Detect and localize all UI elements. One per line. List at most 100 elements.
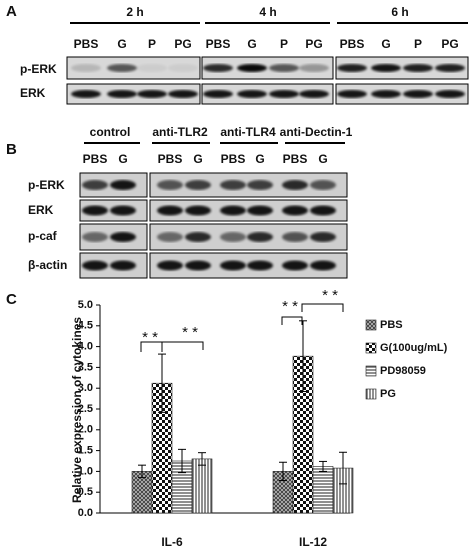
lane-label: G <box>318 152 327 166</box>
band <box>203 90 233 98</box>
band <box>137 64 167 72</box>
band <box>168 64 198 72</box>
y-tick-label: 3.0 <box>78 382 93 394</box>
lane-label: PBS <box>158 152 183 166</box>
legend-swatch <box>365 342 377 354</box>
band <box>269 64 299 72</box>
group-label: anti-Dectin-1 <box>280 125 353 139</box>
lane-label: G <box>117 37 126 51</box>
panel-label: A <box>6 3 17 20</box>
error-bar <box>279 461 287 482</box>
band <box>168 90 198 98</box>
band <box>220 260 246 271</box>
band <box>403 90 433 98</box>
lane-label: P <box>148 37 156 51</box>
error-bar <box>138 464 146 479</box>
significance-label: * * <box>142 329 158 346</box>
y-tick-label: 4.5 <box>78 320 93 332</box>
band <box>282 260 308 271</box>
band <box>107 90 137 98</box>
band <box>157 205 183 216</box>
band <box>371 90 401 98</box>
significance-bracket <box>301 303 344 312</box>
legend-label: G(100ug/mL) <box>380 342 448 354</box>
band <box>107 64 137 72</box>
blot <box>201 83 334 105</box>
error-bar <box>158 353 166 413</box>
band <box>185 205 211 216</box>
lane-label: PG <box>174 37 191 51</box>
lane-label: G <box>247 37 256 51</box>
band <box>203 64 233 72</box>
blot <box>335 56 469 80</box>
band <box>137 90 167 98</box>
panel-label: B <box>6 141 17 158</box>
lane-label: PG <box>305 37 322 51</box>
lane-label: PBS <box>283 152 308 166</box>
blot <box>201 56 334 80</box>
lane-label: G <box>255 152 264 166</box>
band <box>247 205 273 216</box>
band <box>247 232 273 242</box>
band <box>157 260 183 271</box>
y-tick-label: 5.0 <box>78 299 93 311</box>
legend-label: PBS <box>380 319 403 331</box>
y-tick-label: 1.5 <box>78 445 93 457</box>
band <box>110 232 136 242</box>
band <box>71 90 101 98</box>
group-label: 6 h <box>391 5 408 19</box>
lane-label: PBS <box>340 37 365 51</box>
legend-swatch <box>365 365 377 377</box>
lane-label: G <box>118 152 127 166</box>
row-label: ERK <box>28 203 54 217</box>
legend-swatch <box>365 388 377 400</box>
band <box>220 180 246 190</box>
lane-label: P <box>414 37 422 51</box>
band <box>403 64 433 72</box>
y-tick-label: 2.0 <box>78 424 93 436</box>
band <box>185 260 211 271</box>
lane-label: P <box>280 37 288 51</box>
lane-label: G <box>193 152 202 166</box>
band <box>310 180 336 190</box>
band <box>247 180 273 190</box>
band <box>435 64 465 72</box>
band <box>310 260 336 271</box>
y-tick-label: 0.5 <box>78 486 93 498</box>
band <box>82 180 108 190</box>
band <box>337 64 367 72</box>
lane-label: G <box>381 37 390 51</box>
band <box>220 205 246 216</box>
lane-label: PBS <box>206 37 231 51</box>
band <box>310 205 336 216</box>
band <box>185 180 211 190</box>
y-tick-label: 0.0 <box>78 507 93 519</box>
legend-swatch <box>365 319 377 331</box>
error-bar <box>339 451 347 485</box>
band <box>299 90 329 98</box>
group-label: 2 h <box>126 5 143 19</box>
band <box>247 260 273 271</box>
x-tick-label: IL-12 <box>299 535 327 549</box>
group-label: anti-TLR2 <box>152 125 208 139</box>
panel-label: C <box>6 291 17 308</box>
row-label: β-actin <box>28 258 67 272</box>
band <box>371 64 401 72</box>
lane-label: PBS <box>74 37 99 51</box>
bar <box>312 466 334 514</box>
band <box>110 260 136 271</box>
row-label: p-ERK <box>20 62 57 76</box>
lane-label: PBS <box>221 152 246 166</box>
y-tick-label: 1.0 <box>78 465 93 477</box>
blot <box>335 83 469 105</box>
x-tick-label: IL-6 <box>161 535 183 549</box>
significance-label: * * <box>182 324 198 341</box>
band <box>82 205 108 216</box>
significance-label: * * <box>322 287 338 304</box>
y-tick-label: 2.5 <box>78 403 93 415</box>
band <box>82 260 108 271</box>
row-label: p-caf <box>28 229 58 243</box>
error-bar <box>319 460 327 472</box>
band <box>435 90 465 98</box>
